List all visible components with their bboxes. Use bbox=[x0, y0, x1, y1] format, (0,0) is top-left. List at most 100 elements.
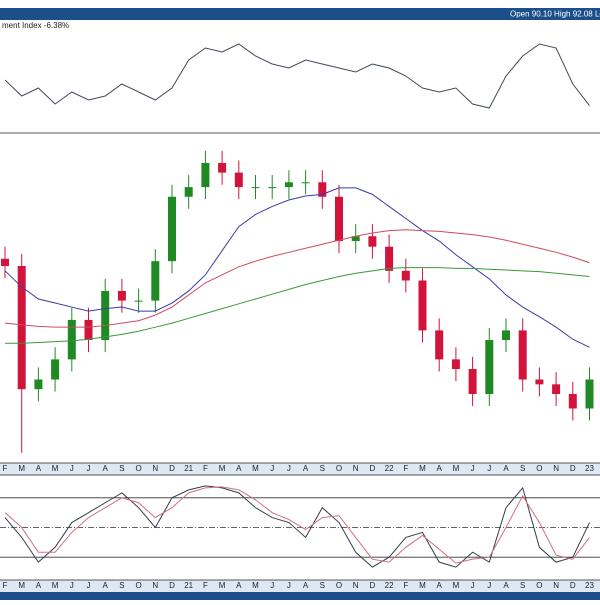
x-tick-label: O bbox=[336, 581, 342, 590]
header-bar bbox=[0, 8, 600, 20]
x-tick-label: O bbox=[336, 464, 342, 473]
x-tick-label: A bbox=[303, 581, 309, 590]
x-tick-label: A bbox=[103, 581, 109, 590]
candle-body bbox=[201, 162, 210, 188]
x-tick-label: O bbox=[135, 464, 141, 473]
x-tick-label: J bbox=[487, 581, 491, 590]
x-tick-label: A bbox=[236, 464, 242, 473]
candle-body bbox=[318, 182, 327, 197]
x-tick-label: M bbox=[252, 581, 259, 590]
x-tick-label: J bbox=[87, 581, 91, 590]
candle-body bbox=[451, 359, 460, 370]
x-tick-label: O bbox=[135, 581, 141, 590]
x-tick-label: M bbox=[18, 464, 25, 473]
candle-body bbox=[518, 330, 527, 380]
indicator-title: ment Index -6.38% bbox=[2, 21, 69, 30]
candle-body bbox=[168, 196, 176, 262]
x-tick-label: A bbox=[437, 581, 443, 590]
candle-body bbox=[552, 384, 561, 394]
candle-body bbox=[301, 182, 310, 184]
x-tick-label: S bbox=[119, 581, 124, 590]
x-tick-label: J bbox=[487, 464, 491, 473]
candle-body bbox=[17, 265, 26, 390]
x-tick-label: M bbox=[52, 464, 59, 473]
x-tick-label: 22 bbox=[385, 581, 394, 590]
x-tick-label: A bbox=[503, 464, 509, 473]
candle-body bbox=[151, 261, 160, 301]
x-tick-label: 21 bbox=[184, 581, 193, 590]
candle-body bbox=[468, 369, 477, 394]
x-tick-label: N bbox=[152, 581, 158, 590]
x-tick-label: M bbox=[419, 464, 426, 473]
x-tick-label: A bbox=[503, 581, 509, 590]
x-tick-label: J bbox=[471, 581, 475, 590]
x-tick-label: S bbox=[520, 464, 525, 473]
x-tick-label: J bbox=[70, 581, 74, 590]
candle-body bbox=[435, 330, 444, 360]
x-tick-label: F bbox=[3, 581, 8, 590]
x-axis-band bbox=[0, 580, 600, 592]
candle-body bbox=[335, 196, 343, 242]
candle-body bbox=[67, 319, 76, 360]
candle-body bbox=[502, 330, 510, 341]
candle-body bbox=[184, 187, 193, 197]
x-tick-label: A bbox=[303, 464, 309, 473]
candle-body bbox=[268, 187, 277, 189]
x-tick-label: N bbox=[353, 464, 359, 473]
footer-bar bbox=[0, 592, 600, 600]
candle-body bbox=[401, 270, 410, 281]
x-tick-label: S bbox=[320, 581, 325, 590]
candle-body bbox=[251, 187, 260, 189]
x-tick-label: N bbox=[553, 464, 559, 473]
x-tick-label: 21 bbox=[184, 464, 193, 473]
candle-body bbox=[234, 172, 243, 188]
series-line bbox=[4, 43, 590, 109]
x-tick-label: N bbox=[553, 581, 559, 590]
candle-body bbox=[535, 379, 544, 385]
x-tick-label: A bbox=[437, 464, 443, 473]
candle-body bbox=[351, 236, 360, 242]
x-tick-label: M bbox=[219, 464, 226, 473]
candle-body bbox=[134, 300, 143, 302]
x-tick-label: S bbox=[119, 464, 124, 473]
candle-body bbox=[585, 379, 594, 409]
x-tick-label: 23 bbox=[585, 581, 594, 590]
x-tick-label: A bbox=[103, 464, 109, 473]
x-tick-label: J bbox=[270, 581, 274, 590]
x-tick-label: M bbox=[453, 464, 460, 473]
x-tick-label: M bbox=[18, 581, 25, 590]
x-tick-label: N bbox=[353, 581, 359, 590]
x-tick-label: A bbox=[36, 581, 42, 590]
series-line bbox=[5, 267, 590, 344]
x-tick-label: J bbox=[70, 464, 74, 473]
x-tick-label: A bbox=[236, 581, 242, 590]
x-tick-label: A bbox=[36, 464, 42, 473]
x-tick-label: M bbox=[252, 464, 259, 473]
series-line bbox=[4, 486, 590, 564]
candle-body bbox=[218, 162, 227, 173]
x-tick-label: F bbox=[3, 464, 8, 473]
x-tick-label: O bbox=[536, 464, 542, 473]
x-tick-label: M bbox=[219, 581, 226, 590]
x-tick-label: D bbox=[570, 581, 576, 590]
candle-body bbox=[1, 258, 9, 266]
x-tick-label: S bbox=[320, 464, 325, 473]
x-tick-label: J bbox=[270, 464, 274, 473]
x-tick-label: F bbox=[203, 464, 208, 473]
x-tick-label: J bbox=[87, 464, 91, 473]
x-tick-label: O bbox=[536, 581, 542, 590]
x-tick-label: 23 bbox=[585, 464, 594, 473]
x-tick-label: N bbox=[152, 464, 158, 473]
x-axis-band bbox=[0, 463, 600, 475]
x-tick-label: F bbox=[403, 581, 408, 590]
candle-body bbox=[117, 290, 126, 301]
x-tick-label: D bbox=[169, 581, 175, 590]
x-tick-label: M bbox=[419, 581, 426, 590]
x-tick-label: M bbox=[52, 581, 59, 590]
x-tick-label: S bbox=[520, 581, 525, 590]
x-tick-label: D bbox=[570, 464, 576, 473]
candle-body bbox=[385, 246, 394, 271]
x-tick-label: 22 bbox=[385, 464, 394, 473]
